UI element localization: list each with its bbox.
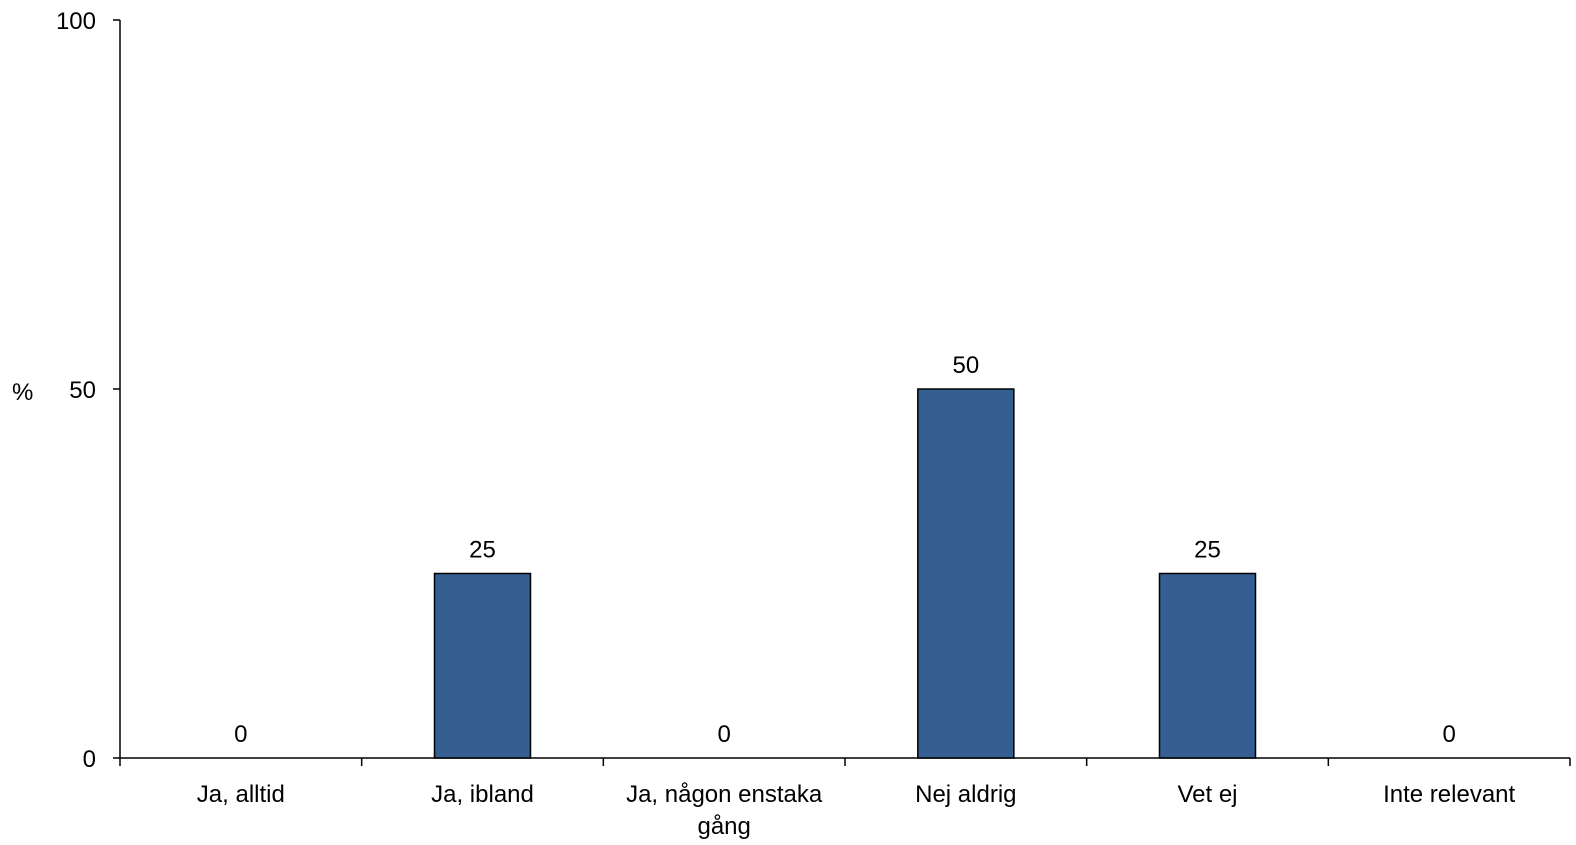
- data-label: 0: [717, 721, 730, 748]
- bar: [1158, 572, 1257, 759]
- bar: [917, 388, 1015, 759]
- category-label: Inte relevant: [1383, 781, 1515, 808]
- bar: [433, 572, 532, 759]
- y-axis-title: %: [12, 379, 33, 406]
- data-label: 50: [952, 352, 979, 379]
- category-label: Ja, alltid: [197, 781, 285, 808]
- category-labels: Ja, alltid Ja, ibland Ja, någon enstaka gån…: [197, 781, 1516, 840]
- category-label: Ja, någon enstaka gång: [626, 781, 823, 840]
- data-label: 25: [469, 537, 496, 564]
- x-axis: [119, 757, 1571, 766]
- y-tick-label: 100: [56, 8, 96, 35]
- category-label: Nej aldrig: [915, 781, 1016, 808]
- data-label: 0: [234, 721, 247, 748]
- y-tick-label: 50: [69, 377, 96, 404]
- category-label: Ja, ibland: [431, 781, 534, 808]
- data-label: 0: [1442, 721, 1455, 748]
- y-axis: 0 50 100: [56, 8, 121, 773]
- data-label: 25: [1194, 537, 1221, 564]
- bars: [433, 388, 1257, 759]
- data-labels: 0 25 0 50 25 0: [234, 352, 1456, 748]
- y-tick-label: 0: [83, 746, 96, 773]
- category-label: Vet ej: [1177, 781, 1237, 808]
